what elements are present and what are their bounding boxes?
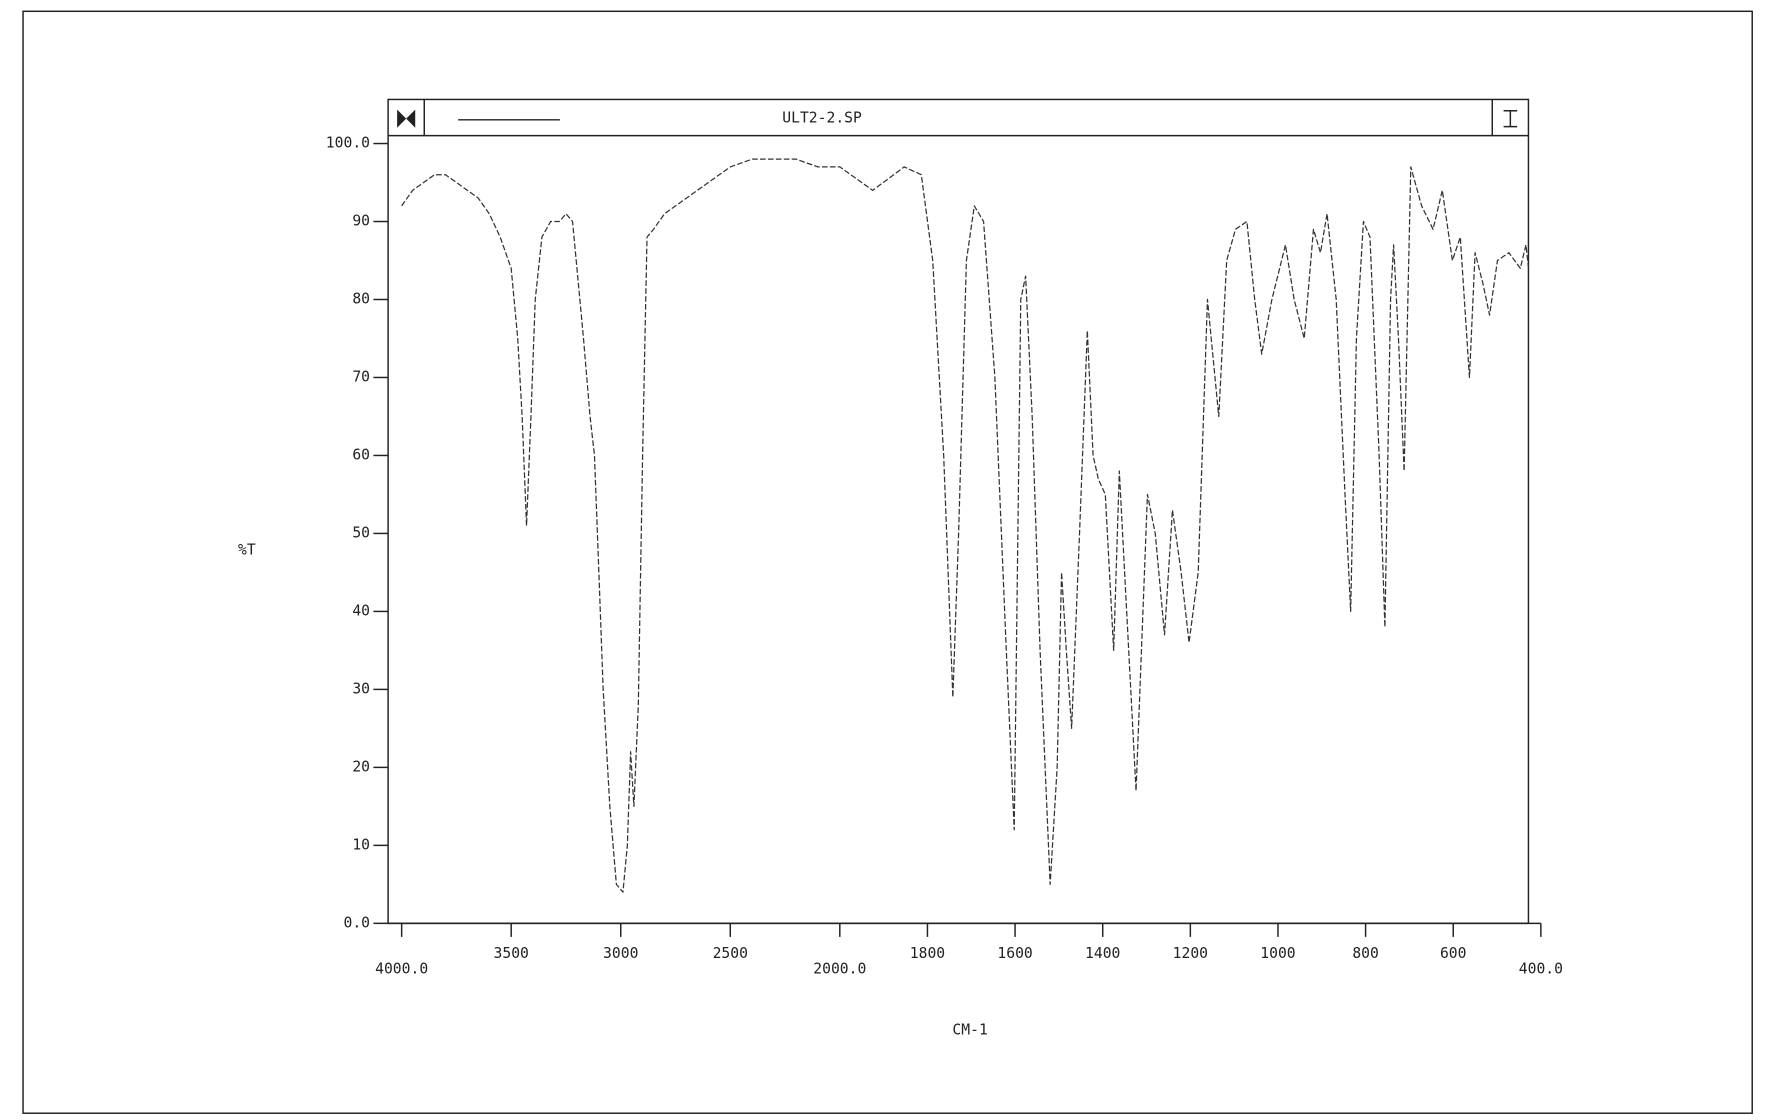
spectrum-line	[401, 158, 1530, 893]
x-tick-label: 2500	[713, 945, 748, 962]
window-frame	[387, 98, 1530, 925]
y-tick-label: 60	[352, 446, 370, 463]
chart-title: ULT2-2.SP	[782, 110, 862, 127]
x-tick-label: 800	[1352, 945, 1379, 962]
x-tick-label: 3500	[494, 945, 529, 962]
x-tick-label: 600	[1440, 945, 1467, 962]
y-tick-label: 100.0	[326, 135, 370, 152]
y-axis-label: %T	[238, 541, 256, 558]
y-tick-label: 0.0	[343, 914, 370, 931]
y-tick-label: 30	[352, 680, 370, 697]
y-tick-label: 20	[352, 758, 370, 775]
y-tick-label: 80	[352, 290, 370, 307]
x-tick-label: 1000	[1260, 945, 1295, 962]
x-tick-label: 1200	[1173, 945, 1208, 962]
x-tick-label: 3000	[603, 945, 638, 962]
x-tick-label: 400.0	[1519, 961, 1563, 978]
x-axis-label: CM-1	[952, 1022, 987, 1039]
y-tick-label: 10	[352, 836, 370, 853]
y-tick-label: 50	[352, 524, 370, 541]
y-tick-label: 90	[352, 213, 370, 230]
x-tick-label: 1600	[997, 945, 1032, 962]
page-border	[22, 10, 1753, 1114]
x-tick-label: 1400	[1085, 945, 1120, 962]
x-tick-label: 1800	[910, 945, 945, 962]
y-tick-label: 40	[352, 602, 370, 619]
y-tick-label: 70	[352, 368, 370, 385]
window-icon	[397, 109, 416, 128]
x-tick-label: 2000.0	[813, 961, 866, 978]
window-icon	[1503, 110, 1518, 128]
x-tick-label: 4000.0	[375, 961, 428, 978]
